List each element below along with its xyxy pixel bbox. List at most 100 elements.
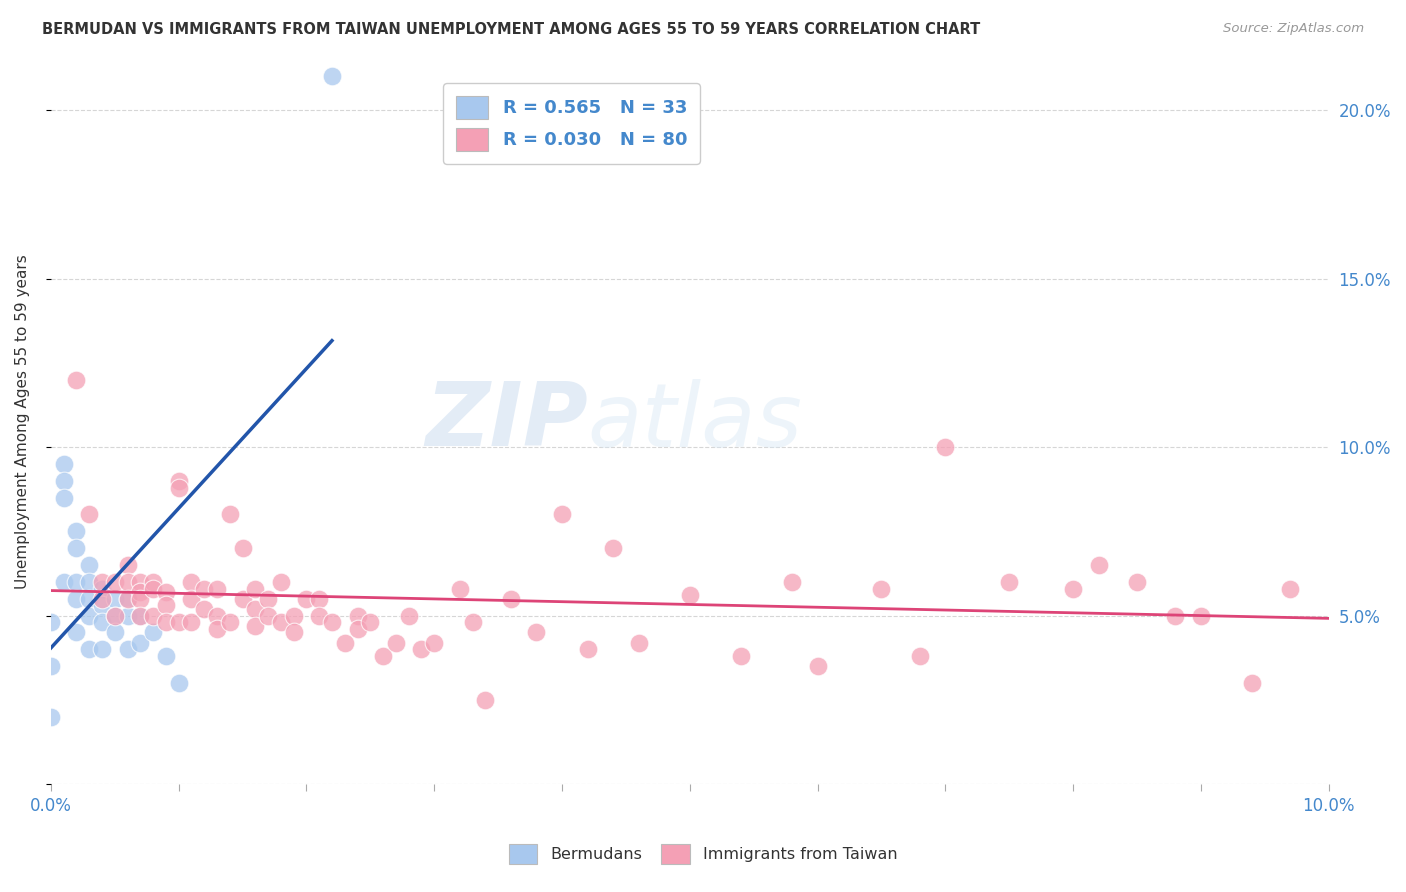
Point: [283, 608, 305, 623]
Point: [576, 642, 599, 657]
Point: [77, 508, 100, 522]
Point: [180, 591, 202, 606]
Point: [155, 585, 177, 599]
Point: [65, 591, 87, 606]
Point: [65, 574, 87, 589]
Point: [270, 574, 292, 589]
Point: [65, 524, 87, 539]
Point: [245, 618, 267, 632]
Point: [167, 481, 190, 495]
Point: [321, 70, 343, 84]
Point: [77, 642, 100, 657]
Point: [423, 635, 446, 649]
Point: [346, 608, 368, 623]
Point: [167, 615, 190, 630]
Point: [155, 648, 177, 663]
Point: [39, 709, 62, 723]
Point: [551, 508, 574, 522]
Point: [411, 642, 433, 657]
Point: [77, 558, 100, 572]
Point: [129, 585, 152, 599]
Point: [205, 608, 228, 623]
Point: [526, 625, 548, 640]
Y-axis label: Unemployment Among Ages 55 to 59 years: Unemployment Among Ages 55 to 59 years: [15, 254, 30, 590]
Point: [1087, 558, 1109, 572]
Point: [270, 615, 292, 630]
Point: [679, 588, 702, 602]
Point: [91, 582, 114, 596]
Point: [193, 582, 215, 596]
Point: [65, 625, 87, 640]
Point: [321, 615, 343, 630]
Point: [870, 582, 893, 596]
Point: [142, 582, 165, 596]
Point: [218, 508, 240, 522]
Point: [91, 615, 114, 630]
Point: [117, 608, 139, 623]
Point: [91, 599, 114, 613]
Point: [117, 591, 139, 606]
Point: [308, 591, 330, 606]
Point: [167, 676, 190, 690]
Point: [295, 591, 318, 606]
Point: [142, 625, 165, 640]
Point: [371, 648, 394, 663]
Point: [65, 373, 87, 387]
Point: [104, 625, 127, 640]
Point: [117, 558, 139, 572]
Point: [77, 591, 100, 606]
Point: [155, 599, 177, 613]
Point: [129, 591, 152, 606]
Point: [193, 602, 215, 616]
Point: [474, 693, 496, 707]
Legend: Bermudans, Immigrants from Taiwan: Bermudans, Immigrants from Taiwan: [502, 838, 904, 871]
Point: [205, 582, 228, 596]
Point: [117, 591, 139, 606]
Point: [461, 615, 484, 630]
Point: [52, 574, 75, 589]
Point: [91, 574, 114, 589]
Point: [205, 622, 228, 636]
Point: [117, 574, 139, 589]
Point: [1062, 582, 1084, 596]
Point: [129, 635, 152, 649]
Legend: R = 0.565   N = 33, R = 0.030   N = 80: R = 0.565 N = 33, R = 0.030 N = 80: [443, 83, 700, 164]
Point: [39, 615, 62, 630]
Point: [908, 648, 931, 663]
Point: [245, 602, 267, 616]
Point: [359, 615, 381, 630]
Point: [283, 625, 305, 640]
Point: [998, 574, 1021, 589]
Point: [308, 608, 330, 623]
Point: [104, 591, 127, 606]
Point: [52, 491, 75, 505]
Point: [934, 440, 956, 454]
Point: [65, 541, 87, 556]
Point: [104, 608, 127, 623]
Point: [1189, 608, 1212, 623]
Point: [218, 615, 240, 630]
Point: [602, 541, 624, 556]
Text: atlas: atlas: [588, 379, 803, 465]
Point: [780, 574, 803, 589]
Point: [499, 591, 522, 606]
Point: [807, 659, 830, 673]
Point: [91, 591, 114, 606]
Point: [1241, 676, 1264, 690]
Point: [180, 615, 202, 630]
Point: [129, 574, 152, 589]
Point: [77, 608, 100, 623]
Text: Source: ZipAtlas.com: Source: ZipAtlas.com: [1223, 22, 1364, 36]
Point: [52, 457, 75, 471]
Point: [167, 474, 190, 488]
Point: [1164, 608, 1187, 623]
Point: [257, 591, 280, 606]
Point: [346, 622, 368, 636]
Point: [245, 582, 267, 596]
Point: [77, 574, 100, 589]
Point: [129, 608, 152, 623]
Point: [449, 582, 471, 596]
Point: [129, 608, 152, 623]
Point: [231, 541, 253, 556]
Point: [257, 608, 280, 623]
